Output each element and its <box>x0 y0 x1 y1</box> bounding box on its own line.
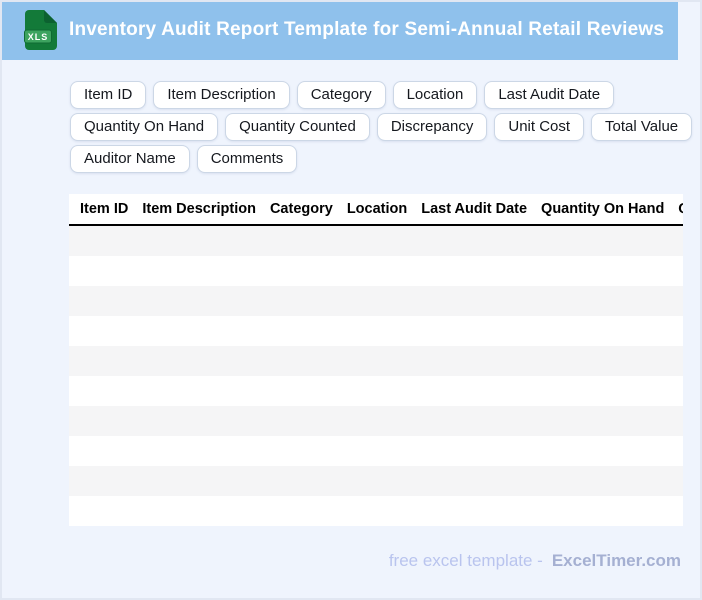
column-header-location: Location <box>346 201 408 217</box>
chip-location[interactable]: Location <box>392 81 478 109</box>
xls-file-icon: XLS <box>24 10 57 50</box>
column-header-item-description: Item Description <box>142 201 256 217</box>
table-row <box>69 466 683 496</box>
column-header-quantity-counted: Quantity Counted <box>678 201 683 217</box>
chip-quantity-counted[interactable]: Quantity Counted <box>225 113 370 141</box>
table-body <box>69 226 683 526</box>
chip-row-2: Quantity On Hand Quantity Counted Discre… <box>70 113 693 141</box>
audit-table: Item ID Item Description Category Locati… <box>69 194 683 526</box>
column-header-item-id: Item ID <box>80 201 129 217</box>
table-row <box>69 286 683 316</box>
title-bar: XLS Inventory Audit Report Template for … <box>2 2 678 60</box>
table-row <box>69 346 683 376</box>
footer-brand-link[interactable]: ExcelTimer.com <box>551 551 681 570</box>
table-row <box>69 406 683 436</box>
table-row <box>69 316 683 346</box>
chip-last-audit-date[interactable]: Last Audit Date <box>484 81 615 109</box>
chip-row-3: Auditor Name Comments <box>70 145 692 173</box>
chip-discrepancy[interactable]: Discrepancy <box>376 113 488 141</box>
column-header-category: Category <box>269 201 333 217</box>
column-header-last-audit-date: Last Audit Date <box>421 201 528 217</box>
chip-unit-cost[interactable]: Unit Cost <box>494 113 585 141</box>
chip-quantity-on-hand[interactable]: Quantity On Hand <box>70 113 219 141</box>
chip-auditor-name[interactable]: Auditor Name <box>70 145 190 173</box>
chip-total-value[interactable]: Total Value <box>591 113 693 141</box>
chip-item-description[interactable]: Item Description <box>153 81 290 109</box>
footer-credit-text: free excel template - <box>388 551 543 570</box>
chip-category[interactable]: Category <box>296 81 386 109</box>
table-header-row: Item ID Item Description Category Locati… <box>69 194 683 226</box>
table-row <box>69 256 683 286</box>
chip-item-id[interactable]: Item ID <box>70 81 147 109</box>
chip-comments[interactable]: Comments <box>196 145 298 173</box>
chip-row-1: Item ID Item Description Category Locati… <box>70 81 692 109</box>
table-row <box>69 226 683 256</box>
table-row <box>69 436 683 466</box>
column-chip-list: Item ID Item Description Category Locati… <box>70 81 693 173</box>
footer-credit: free excel template - ExcelTimer.com <box>389 551 681 571</box>
xls-badge-label: XLS <box>28 32 49 42</box>
page-title: Inventory Audit Report Template for Semi… <box>69 19 665 40</box>
column-header-quantity-on-hand: Quantity On Hand <box>541 201 665 217</box>
table-row <box>69 376 683 406</box>
table-row <box>69 496 683 526</box>
